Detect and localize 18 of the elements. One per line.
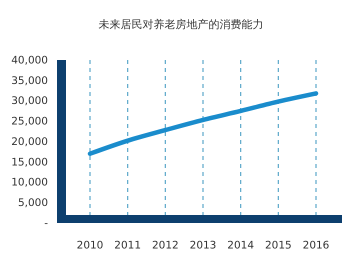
x-tick-label: 2015 bbox=[264, 239, 292, 252]
line-series bbox=[88, 91, 318, 156]
x-tick-label: 2016 bbox=[302, 239, 330, 252]
y-tick-label: 40,000 bbox=[11, 54, 48, 66]
y-tick-label: 5,000 bbox=[18, 196, 48, 209]
x-tick-label: 2011 bbox=[114, 239, 142, 252]
y-tick-label: 35,000 bbox=[11, 74, 48, 87]
y-tick-label: 30,000 bbox=[11, 95, 48, 108]
y-tick-label: 10,000 bbox=[11, 176, 48, 189]
x-tick-label: 2010 bbox=[76, 239, 104, 252]
y-tick-label: 25,000 bbox=[11, 115, 48, 128]
x-tick-label: 2013 bbox=[190, 239, 216, 252]
y-tick-label: - bbox=[44, 217, 48, 230]
y-tick-label: 15,000 bbox=[11, 156, 48, 168]
x-tick-label: 2012 bbox=[152, 239, 179, 252]
chart-title: 未来居民对养老房地产的消费能力 bbox=[98, 18, 264, 31]
x-tick-label: 2014 bbox=[227, 239, 254, 252]
y-tick-label: 20,000 bbox=[11, 136, 48, 148]
